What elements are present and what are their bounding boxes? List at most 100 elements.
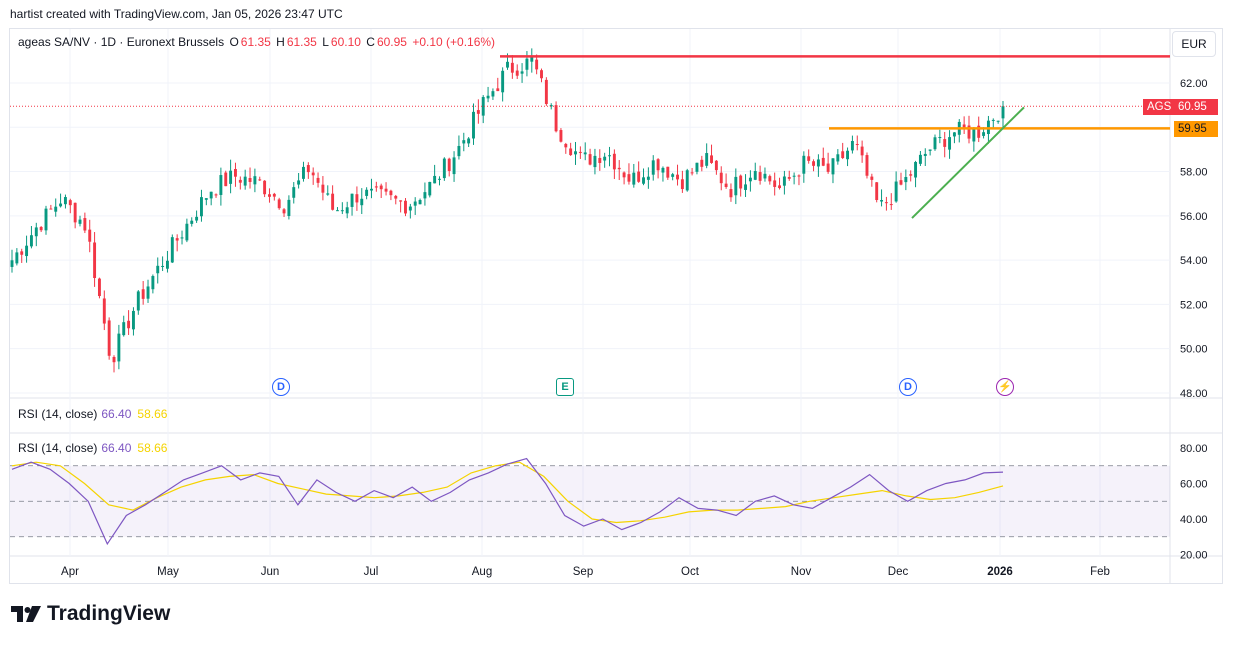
candle-body — [807, 156, 811, 161]
candle-body — [612, 153, 616, 170]
support-price-tag: 59.95 — [1174, 121, 1218, 137]
candle-body — [729, 189, 733, 198]
candle-body — [680, 179, 684, 190]
candle-body — [190, 220, 194, 224]
candle-body — [977, 125, 981, 138]
candle-body — [204, 198, 208, 200]
candle-body — [219, 175, 223, 195]
candle-body — [345, 207, 349, 214]
open-value: 61.35 — [240, 35, 271, 49]
candle-body — [530, 57, 534, 62]
candle-body — [93, 242, 97, 279]
candle-body — [549, 105, 553, 107]
candle-body — [481, 97, 485, 116]
rsi-label: RSI (14, close) — [18, 441, 98, 455]
currency-button[interactable]: EUR — [1172, 31, 1216, 57]
candle-body — [161, 265, 165, 267]
rsi-legend-pane[interactable]: RSI (14, close) 66.40 58.66 — [18, 441, 167, 455]
candle-body — [962, 124, 966, 129]
candle-body — [263, 180, 267, 195]
candle-body — [68, 200, 72, 206]
candle-body — [632, 172, 636, 185]
change-value: +0.10 (+0.16%) — [412, 35, 496, 49]
time-tick-label: Nov — [791, 566, 812, 578]
candle-body — [102, 298, 106, 324]
candle-body — [297, 180, 301, 185]
candle-body — [598, 157, 602, 163]
candle-body — [637, 171, 641, 182]
time-tick-label: Apr — [61, 566, 79, 578]
candle-body — [768, 176, 772, 182]
candle-body — [365, 189, 369, 196]
candle-body — [355, 194, 359, 203]
candle-body — [860, 146, 864, 156]
candle-body — [627, 174, 631, 182]
candle-body — [462, 140, 466, 144]
candle-body — [583, 152, 587, 155]
candle-body — [234, 169, 237, 177]
candle-body — [554, 105, 558, 132]
candle-body — [569, 148, 573, 156]
candle-body — [97, 278, 101, 297]
candle-body — [816, 159, 820, 167]
candle-body — [321, 184, 325, 193]
candle-body — [59, 203, 63, 207]
candle-body — [875, 182, 879, 200]
candle-body — [73, 202, 77, 223]
rsi-value: 66.40 — [101, 441, 132, 455]
symbol-label[interactable]: ageas SA/NV · 1D · Euronext Brussels — [18, 35, 225, 49]
candle-body — [705, 153, 709, 166]
candle-body — [336, 210, 339, 212]
candle-body — [739, 175, 743, 189]
candle-body — [904, 176, 908, 183]
candle-body — [918, 154, 922, 164]
dividend-icon[interactable]: D — [899, 378, 917, 396]
candle-body — [870, 176, 874, 180]
rsi-ma-value: 58.66 — [137, 407, 168, 421]
price-tick-label: 58.00 — [1180, 167, 1208, 179]
candle-body — [185, 223, 189, 241]
candle-body — [889, 204, 893, 206]
candle-body — [112, 356, 116, 363]
candle-body — [10, 260, 14, 267]
candle-body — [360, 198, 364, 206]
trendline[interactable] — [911, 106, 1025, 219]
candle-body — [34, 227, 38, 237]
candle-body — [447, 158, 451, 171]
candle-body — [209, 191, 213, 199]
candle-body — [967, 125, 971, 139]
candle-body — [753, 171, 757, 180]
candle-body — [841, 151, 845, 159]
tradingview-logo[interactable]: TradingView — [11, 602, 170, 626]
candle-body — [520, 71, 524, 74]
time-tick-label: Dec — [888, 566, 909, 578]
candle-body — [850, 140, 854, 151]
candle-body — [384, 188, 388, 192]
candle-body — [651, 160, 655, 175]
chart-frame[interactable] — [9, 28, 1223, 584]
rsi-label: RSI (14, close) — [18, 407, 98, 421]
candle-body — [758, 172, 762, 181]
candle-body — [923, 153, 927, 156]
candle-body — [622, 172, 626, 178]
candle-body — [88, 229, 92, 242]
candle-body — [44, 208, 48, 231]
earnings-icon[interactable]: E — [556, 378, 574, 396]
candle-body — [773, 180, 777, 187]
candle-body — [588, 154, 592, 165]
candle-body — [744, 184, 747, 190]
candle-body — [952, 132, 956, 137]
time-tick-label: Jul — [364, 566, 379, 578]
candle-body — [714, 160, 718, 171]
candle-body — [272, 193, 276, 197]
rsi-ma-value: 58.66 — [137, 441, 168, 455]
candle-body — [399, 200, 403, 202]
candle-body — [107, 320, 111, 356]
high-value: 61.35 — [286, 35, 317, 49]
rsi-legend-top[interactable]: RSI (14, close) 66.40 58.66 — [18, 407, 167, 421]
dividend-icon[interactable]: D — [272, 378, 290, 396]
split-icon[interactable]: ⚡ — [996, 378, 1014, 396]
candle-body — [666, 166, 670, 178]
candle-body — [544, 79, 548, 105]
